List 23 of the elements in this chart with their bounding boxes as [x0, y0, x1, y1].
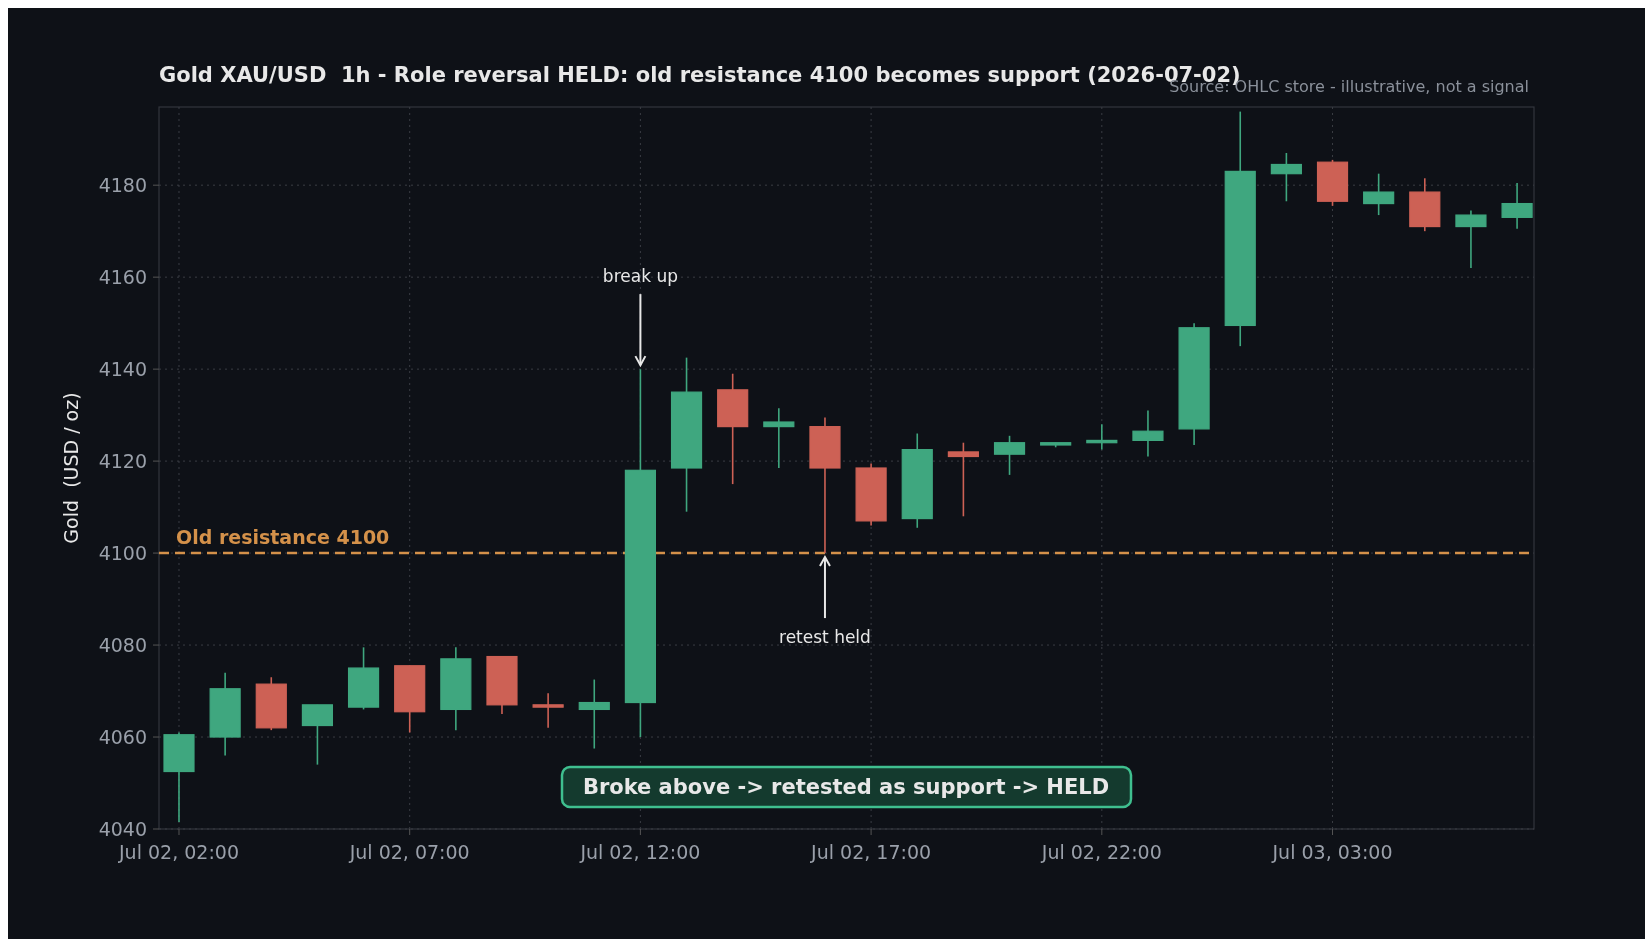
y-tick-label: 4120	[98, 450, 147, 473]
candlestick	[763, 407, 795, 469]
ref-line-label: Old resistance 4100	[176, 526, 390, 549]
x-tick-label: Jul 02, 17:00	[810, 841, 932, 863]
x-tick-label: Jul 02, 12:00	[579, 841, 701, 863]
candlestick	[532, 692, 564, 729]
y-tick-label: 4080	[98, 634, 147, 657]
y-tick-label: 4060	[98, 726, 147, 749]
x-tick-label: Jul 02, 22:00	[1040, 841, 1162, 863]
y-tick-label: 4040	[98, 818, 147, 840]
y-tick-label: 4140	[98, 358, 147, 381]
x-tick-label: Jul 02, 02:00	[118, 841, 239, 863]
annotation: break up	[602, 266, 678, 287]
x-tick-label: Jul 03, 03:00	[1271, 841, 1393, 863]
candlestick	[578, 678, 610, 750]
annotation: retest held	[779, 627, 871, 648]
y-tick-label: 4180	[98, 174, 147, 197]
annotation: Broke above -> retested as support -> HELD	[582, 775, 1110, 799]
candlestick	[947, 441, 979, 518]
y-axis-title: Gold (USD / oz)	[60, 392, 82, 544]
y-tick-label: 4160	[98, 266, 147, 289]
y-tick-label: 4100	[98, 542, 147, 565]
x-tick-label: Jul 02, 07:00	[348, 841, 470, 863]
